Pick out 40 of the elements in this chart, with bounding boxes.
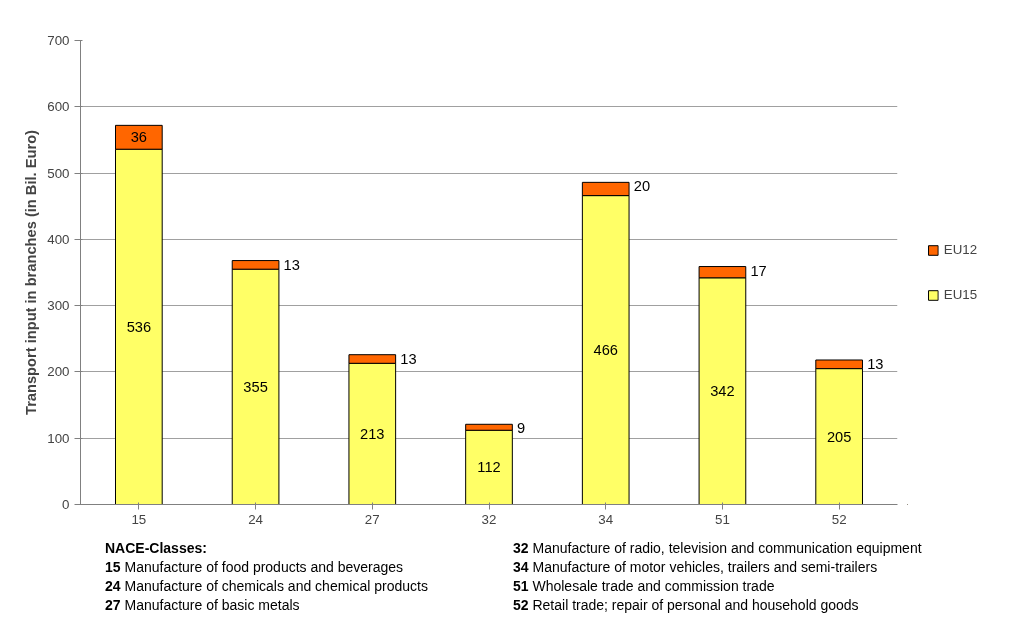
- text: NACE-Classes:: [105, 540, 207, 556]
- legend-label: EU12: [943, 242, 978, 257]
- x-tick-label: 24: [248, 511, 264, 527]
- text: 52 Retail trade; repair of personal and household goods: [513, 596, 859, 613]
- data-label: 466: [593, 342, 618, 359]
- legend-label: EU15: [943, 287, 978, 302]
- data-label: 13: [867, 355, 884, 372]
- x-tick-label: 27: [364, 511, 380, 527]
- text: 15 Manufacture of food products and beverages: [105, 558, 404, 575]
- text: 34 Manufacture of motor vehicles, trailers and semi-trailers: [513, 558, 878, 575]
- y-tick-label: 0: [62, 497, 70, 512]
- data-label: 17: [750, 262, 767, 279]
- y-tick-label: 600: [47, 99, 70, 115]
- x-tick-label: 52: [831, 511, 847, 527]
- data-label: 355: [243, 378, 268, 395]
- data-label: 112: [477, 459, 501, 476]
- x-tick-label: 34: [598, 511, 614, 527]
- y-tick-label: 500: [47, 165, 70, 181]
- data-label: 205: [826, 428, 852, 445]
- data-label: 13: [283, 256, 300, 273]
- text: 27 Manufacture of basic metals: [105, 596, 300, 613]
- x-tick-label: 51: [715, 511, 730, 527]
- text: 24 Manufacture of chemicals and chemical products: [105, 577, 428, 594]
- y-tick-label: 300: [47, 298, 70, 314]
- y-tick-label: 700: [47, 33, 70, 48]
- text: 51 Wholesale trade and commission trade: [513, 577, 775, 594]
- data-label: 13: [400, 350, 417, 367]
- data-label: 536: [126, 318, 152, 335]
- y-tick-label: 100: [47, 430, 70, 446]
- y-tick-label: 200: [47, 364, 70, 380]
- x-tick-label: 15: [131, 511, 147, 527]
- data-label: 20: [633, 178, 651, 195]
- text: 32 Manufacture of radio, television and communication equipment: [513, 540, 922, 556]
- y-tick-label: 400: [47, 231, 70, 247]
- data-label: 9: [517, 420, 526, 437]
- x-tick-label: 32: [481, 511, 497, 527]
- data-label: 213: [360, 425, 385, 442]
- data-label: 342: [710, 383, 735, 400]
- data-label: 36: [130, 129, 148, 146]
- y-axis-title: Transport input in branches (in Bil. Euro): [23, 129, 40, 415]
